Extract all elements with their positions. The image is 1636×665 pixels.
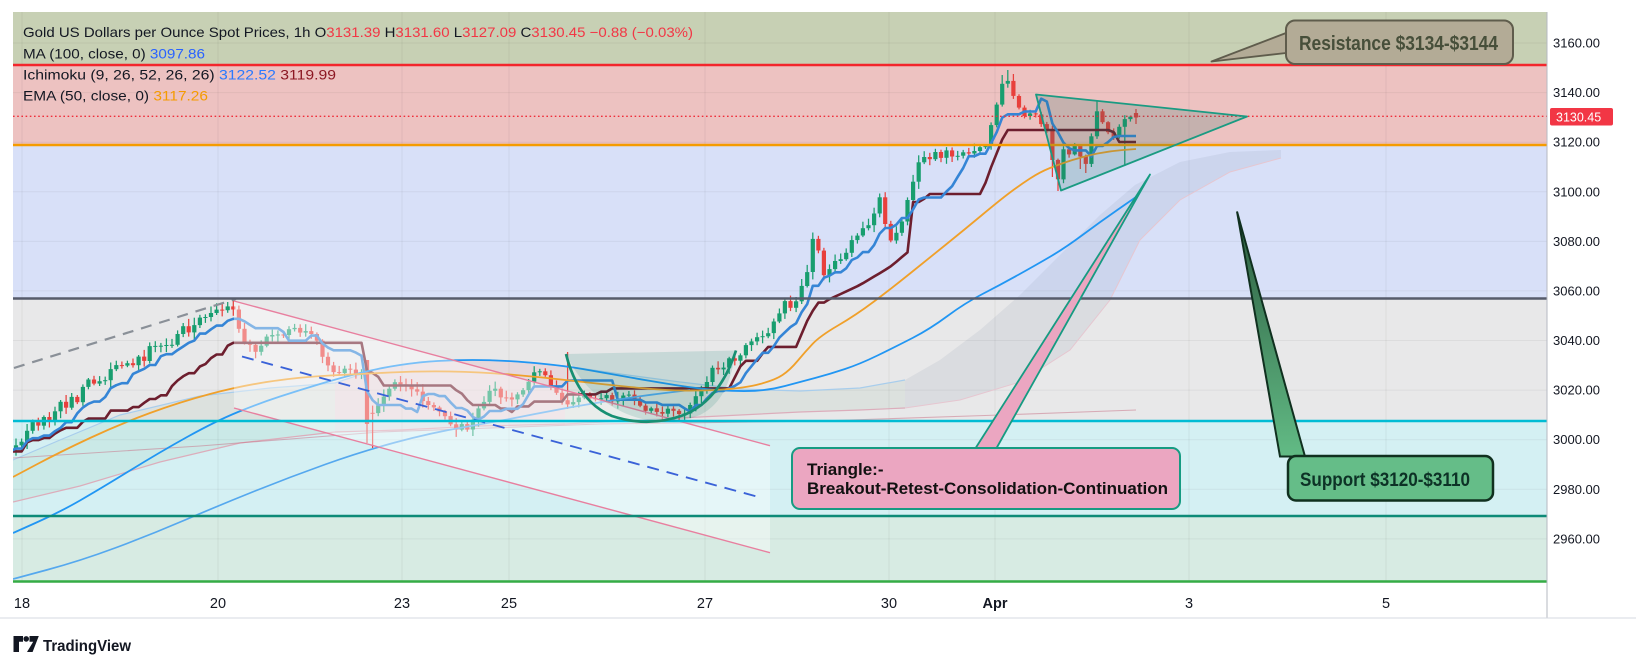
svg-text:MA (100, close, 0) 3097.86: MA (100, close, 0) 3097.86	[23, 46, 205, 62]
svg-text:Apr: Apr	[983, 596, 1008, 612]
svg-text:Ichimoku (9, 26, 52, 26, 26) 3: Ichimoku (9, 26, 52, 26, 26) 3122.52 311…	[23, 67, 336, 83]
svg-text:27: 27	[697, 596, 713, 612]
svg-text:3130.45: 3130.45	[1556, 111, 1601, 125]
svg-text:3: 3	[1185, 596, 1193, 612]
svg-text:Support $3120-$3110: Support $3120-$3110	[1300, 469, 1470, 491]
svg-text:3160.00: 3160.00	[1553, 36, 1600, 51]
svg-text:Gold US Dollars per Ounce Spot: Gold US Dollars per Ounce Spot Prices, 1…	[23, 24, 693, 40]
svg-text:Triangle:-: Triangle:-	[807, 460, 884, 479]
svg-text:2960.00: 2960.00	[1553, 531, 1600, 546]
svg-text:18: 18	[14, 596, 30, 612]
svg-text:25: 25	[501, 596, 517, 612]
svg-text:3040.00: 3040.00	[1553, 333, 1600, 348]
svg-text:3140.00: 3140.00	[1553, 85, 1600, 100]
svg-text:TradingView: TradingView	[43, 638, 132, 655]
svg-text:EMA (50, close, 0) 3117.26: EMA (50, close, 0) 3117.26	[23, 88, 208, 104]
svg-text:3000.00: 3000.00	[1553, 432, 1600, 447]
svg-text:3100.00: 3100.00	[1553, 184, 1600, 199]
svg-text:5: 5	[1382, 596, 1390, 612]
svg-text:2980.00: 2980.00	[1553, 482, 1600, 497]
svg-text:3060.00: 3060.00	[1553, 283, 1600, 298]
svg-text:3020.00: 3020.00	[1553, 383, 1600, 398]
svg-text:3080.00: 3080.00	[1553, 234, 1600, 249]
svg-text:20: 20	[210, 596, 226, 612]
svg-text:3120.00: 3120.00	[1553, 135, 1600, 150]
svg-text:Breakout-Retest-Consolidation-: Breakout-Retest-Consolidation-Continuati…	[807, 479, 1168, 498]
svg-text:23: 23	[394, 596, 410, 612]
svg-text:30: 30	[881, 596, 897, 612]
svg-text:Resistance $3134-$3144: Resistance $3134-$3144	[1299, 33, 1499, 55]
